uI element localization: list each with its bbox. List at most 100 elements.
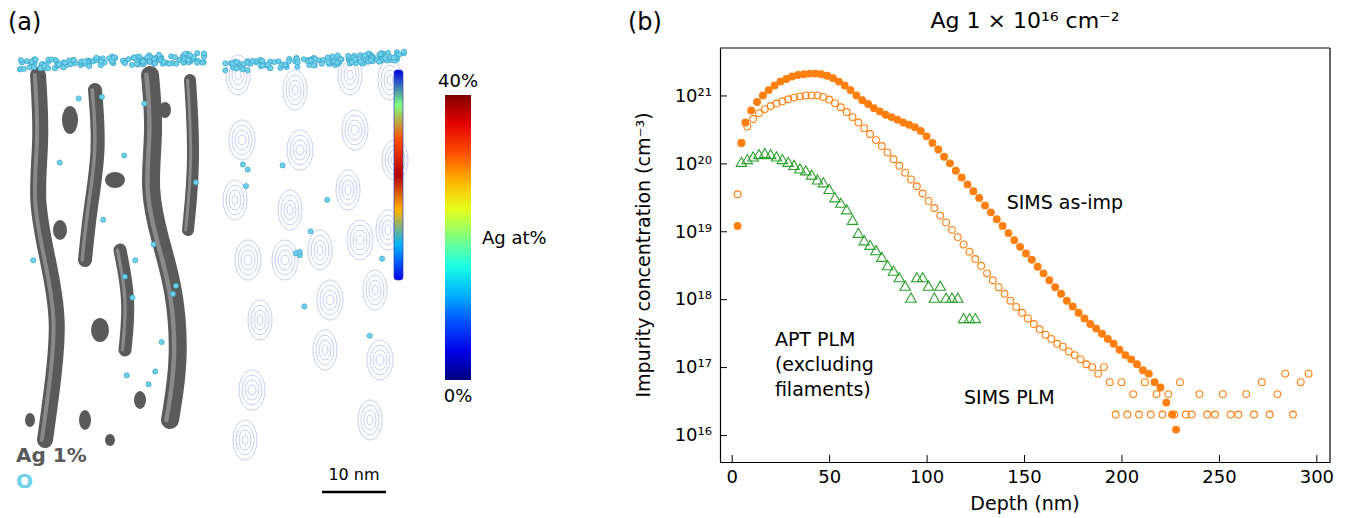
data-point: [1064, 297, 1071, 304]
o-atom: [170, 291, 175, 296]
contour-line: [317, 245, 323, 255]
contour-line: [232, 195, 238, 205]
o-atom: [101, 217, 106, 222]
contour-line: [373, 350, 387, 370]
contour-line: [358, 400, 382, 440]
o-atom: [391, 55, 396, 60]
y-tick: 10¹⁷: [675, 356, 727, 377]
contour-line: [387, 75, 393, 85]
x-tick-label: 100: [910, 466, 944, 487]
contour-line: [254, 310, 266, 330]
data-point: [1145, 370, 1152, 377]
data-point: [744, 123, 751, 130]
o-atom: [280, 163, 285, 168]
o-atom: [187, 53, 192, 58]
data-point: [900, 281, 911, 290]
contour-line: [364, 410, 376, 430]
contour-line: [363, 270, 387, 310]
panel-b: (b)05010015020025030010¹⁶10¹⁷10¹⁸10¹⁹10²…: [628, 8, 1334, 514]
data-point: [1052, 284, 1059, 291]
contour-line: [278, 190, 302, 230]
o-atom: [353, 57, 358, 62]
o-atom: [383, 56, 388, 61]
x-tick-label: 200: [1105, 466, 1139, 487]
y-tick-label: 10²⁰: [675, 153, 712, 174]
y-tick-label: 10²¹: [675, 85, 712, 106]
o-atom: [367, 333, 372, 338]
data-point: [884, 149, 891, 156]
o-atom: [94, 55, 99, 60]
data-point: [1297, 379, 1304, 386]
o-atom: [311, 63, 316, 68]
contour-line: [376, 355, 384, 365]
o-atom: [293, 251, 298, 256]
isosurface-highlight: [82, 90, 95, 260]
o-atom: [140, 58, 145, 63]
o-atom: [122, 274, 127, 279]
data-point: [1153, 391, 1160, 398]
data-point: [812, 175, 823, 184]
data-point: [954, 234, 961, 241]
data-point: [1058, 290, 1065, 297]
contour-line: [356, 235, 364, 245]
contour-line: [323, 290, 337, 310]
o-atom: [31, 258, 36, 263]
data-point: [1069, 303, 1076, 310]
o-atom: [369, 57, 374, 62]
data-point: [1011, 237, 1018, 244]
isosurface-blob: [62, 106, 78, 134]
y-tick-label: 10¹⁶: [675, 424, 712, 445]
data-point: [999, 222, 1006, 229]
series: [734, 92, 1312, 418]
data-point: [1095, 370, 1102, 377]
y-tick-label: 10¹⁸: [675, 288, 712, 309]
isosurface-blob: [79, 410, 91, 430]
y-axis: 10¹⁶10¹⁷10¹⁸10¹⁹10²⁰10²¹: [675, 49, 727, 463]
o-atom: [223, 61, 228, 66]
contour-line: [336, 170, 360, 210]
o-atom: [28, 60, 33, 65]
data-point: [1013, 303, 1020, 310]
contour-strip: [394, 70, 403, 280]
o-atom: [380, 256, 385, 261]
o-atom: [335, 60, 340, 65]
data-point: [1165, 391, 1172, 398]
data-point: [1023, 250, 1030, 257]
data-point: [995, 284, 1002, 291]
data-point: [1196, 391, 1203, 398]
data-point: [1075, 309, 1082, 316]
panel-label: (b): [628, 8, 662, 36]
o-atom: [250, 58, 255, 63]
o-atom: [358, 59, 363, 64]
x-tick: 200: [1105, 455, 1139, 487]
o-atom: [282, 62, 287, 67]
data-point: [943, 219, 950, 226]
data-point: [949, 226, 956, 233]
o-atom: [401, 49, 406, 54]
data-point: [1019, 309, 1026, 316]
contour-line: [320, 285, 340, 315]
data-point: [1005, 230, 1012, 237]
data-point: [970, 314, 981, 323]
data-point: [908, 176, 915, 183]
o-atom: [98, 59, 103, 64]
o-atom: [358, 59, 363, 64]
series: [736, 148, 980, 322]
scale-bar: [322, 491, 386, 494]
data-point: [1128, 356, 1135, 363]
data-point: [734, 191, 741, 198]
o-atom: [245, 167, 250, 172]
contour-line: [308, 230, 332, 270]
data-point: [1007, 297, 1014, 304]
data-point: [952, 293, 963, 302]
y-tick-mark: [720, 163, 727, 164]
data-point: [1212, 411, 1219, 418]
contour-line: [319, 340, 331, 360]
data-point: [1163, 399, 1170, 406]
o-atom: [346, 53, 351, 58]
o-atom: [161, 59, 166, 64]
x-tick-label: 300: [1300, 466, 1334, 487]
data-point: [1151, 379, 1158, 386]
series-label: SIMS as-imp: [1007, 191, 1123, 213]
colorbar-tick-label: 0%: [444, 385, 473, 406]
